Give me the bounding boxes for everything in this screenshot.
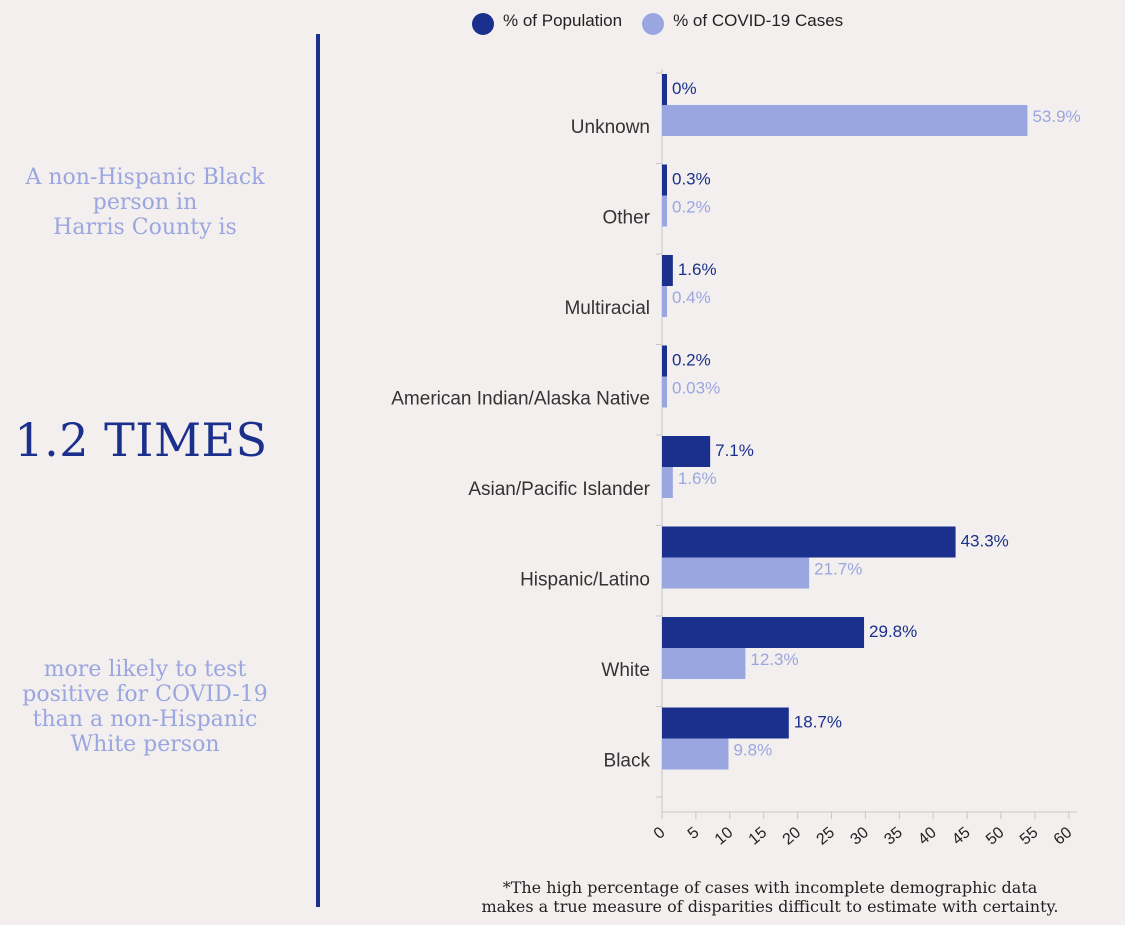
category-label: American Indian/Alaska Native: [391, 389, 650, 410]
stat-outro-line: more likely to test: [43, 657, 247, 682]
data-label-population: 43.3%: [961, 532, 1009, 551]
category-label: Black: [604, 751, 651, 772]
bar-population: [662, 74, 667, 105]
stat-outro-line: White person: [70, 732, 220, 757]
stat-intro-line: Harris County is: [53, 215, 237, 240]
data-label-population: 0.2%: [672, 351, 711, 370]
bar-population: [662, 164, 667, 196]
legend-label-population: % of Population: [503, 11, 623, 30]
bar-cases: [662, 467, 673, 498]
x-tick-label: 55: [1017, 824, 1042, 849]
stat-intro-line: A non-Hispanic Black: [25, 165, 265, 190]
stat-outro-line: than a non-Hispanic: [32, 707, 258, 732]
footnote-line: makes a true measure of disparities diff…: [481, 897, 1059, 916]
x-tick-label: 40: [915, 824, 940, 849]
data-label-cases: 0.03%: [672, 379, 720, 398]
bar-population: [662, 436, 711, 467]
bar-cases: [662, 738, 729, 770]
legend-swatch-cases: [642, 13, 665, 35]
bar-cases: [662, 376, 667, 408]
data-label-cases: 9.8%: [733, 741, 772, 760]
category-label: White: [601, 660, 650, 681]
bar-population: [662, 255, 673, 286]
stat-panel: A non-Hispanic Black person in Harris Co…: [0, 0, 300, 925]
x-tick-label: 10: [712, 824, 737, 849]
x-tick-label: 45: [949, 824, 974, 849]
x-tick-label: 20: [780, 824, 805, 849]
stat-outro-line: positive for COVID-19: [22, 682, 268, 707]
data-label-population: 0%: [672, 79, 697, 98]
x-tick-label: 60: [1051, 824, 1076, 849]
data-label-cases: 0.2%: [672, 198, 711, 217]
category-label: Hispanic/Latino: [520, 570, 650, 591]
category-label: Asian/Pacific Islander: [468, 479, 650, 500]
x-tick-label: 25: [814, 824, 839, 849]
x-tick-label: 35: [881, 824, 906, 849]
stat-intro-text: A non-Hispanic Black person in Harris Co…: [0, 165, 290, 240]
legend-swatch-population: [472, 13, 494, 35]
bar-cases: [662, 648, 746, 679]
x-tick-label: 5: [685, 824, 703, 843]
data-label-cases: 12.3%: [750, 650, 798, 669]
data-label-population: 29.8%: [869, 622, 917, 641]
bar-population: [662, 617, 865, 648]
stat-big-number: 1.2 TIMES: [14, 413, 268, 467]
data-label-cases: 1.6%: [678, 469, 717, 488]
footnote-line: *The high percentage of cases with incom…: [502, 878, 1038, 897]
x-tick-label: 30: [847, 824, 872, 849]
data-label-population: 18.7%: [794, 713, 842, 732]
category-label: Multiracial: [564, 298, 650, 319]
x-tick-label: 50: [983, 824, 1008, 849]
legend-item-cases: % of COVID-19 Cases: [642, 7, 843, 35]
footnote: *The high percentage of cases with incom…: [410, 878, 1125, 916]
data-label-cases: 53.9%: [1032, 107, 1080, 126]
data-label-cases: 21.7%: [814, 560, 862, 579]
bar-population: [662, 345, 667, 377]
data-label-population: 7.1%: [715, 441, 754, 460]
bar-population: [662, 707, 789, 739]
data-label-population: 1.6%: [678, 260, 717, 279]
chart-legend: % of Population % of COVID-19 Cases: [472, 6, 843, 36]
category-label: Other: [602, 208, 650, 229]
vertical-divider: [316, 34, 320, 907]
bar-cases: [662, 557, 810, 589]
x-tick-label: 0: [651, 824, 669, 843]
data-label-population: 0.3%: [672, 170, 711, 189]
stat-outro-text: more likely to test positive for COVID-1…: [0, 657, 290, 757]
x-tick-label: 15: [746, 824, 771, 849]
legend-item-population: % of Population: [472, 7, 622, 35]
bar-cases: [662, 286, 667, 317]
category-label: Unknown: [571, 117, 650, 138]
bar-cases: [662, 105, 1028, 136]
legend-label-cases: % of COVID-19 Cases: [673, 11, 844, 30]
bar-population: [662, 526, 956, 558]
stat-intro-line: person in: [92, 190, 198, 215]
bar-cases: [662, 195, 667, 227]
data-label-cases: 0.4%: [672, 288, 711, 307]
